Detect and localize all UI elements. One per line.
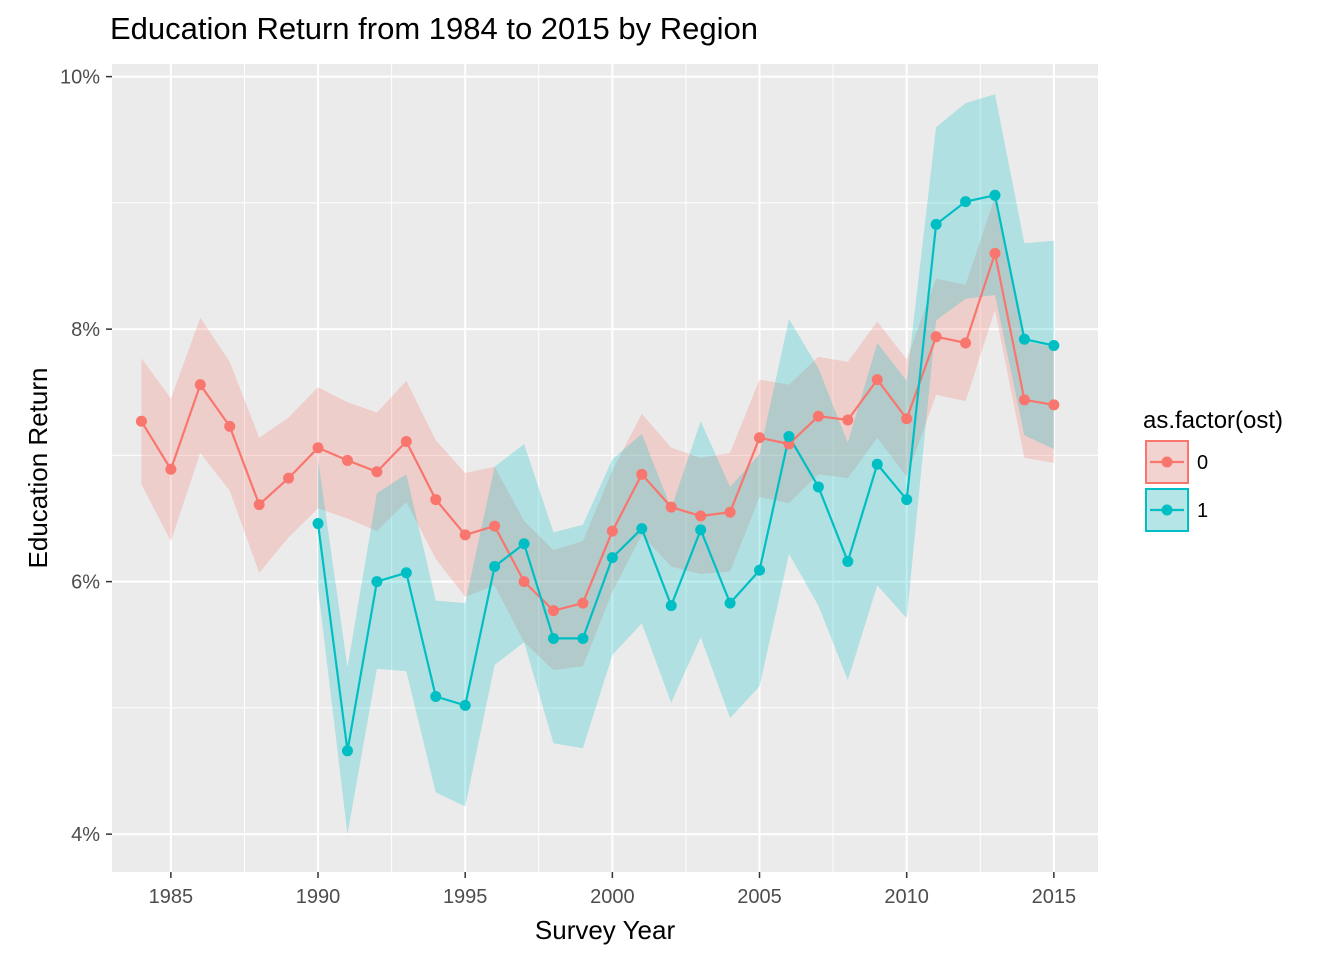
grid-minor bbox=[112, 64, 1098, 872]
point-series-0 bbox=[253, 499, 265, 511]
legend-label: 1 bbox=[1197, 500, 1208, 522]
point-series-1 bbox=[901, 494, 913, 506]
point-series-1 bbox=[783, 430, 795, 442]
point-series-0 bbox=[636, 468, 648, 480]
point-series-0 bbox=[1048, 399, 1060, 411]
point-series-0 bbox=[135, 415, 147, 427]
point-series-0 bbox=[989, 247, 1001, 259]
x-tick-label: 1985 bbox=[149, 886, 194, 908]
x-axis-title: Survey Year bbox=[535, 915, 676, 945]
x-tick-label: 2000 bbox=[590, 886, 635, 908]
point-series-0 bbox=[606, 525, 618, 537]
y-axis-title: Education Return bbox=[23, 368, 53, 569]
line-series-0 bbox=[140, 249, 1055, 612]
chart-title: Education Return from 1984 to 2015 by Re… bbox=[110, 11, 758, 46]
point-series-0 bbox=[783, 438, 795, 450]
x-tick-label: 1990 bbox=[296, 886, 341, 908]
plot-panel bbox=[112, 64, 1098, 872]
x-tick-label: 2015 bbox=[1032, 886, 1077, 908]
y-tick-label: 6% bbox=[71, 572, 100, 594]
point-series-0 bbox=[960, 337, 972, 349]
series-points bbox=[135, 189, 1060, 757]
point-series-1 bbox=[371, 576, 383, 588]
point-series-0 bbox=[341, 454, 353, 466]
point-series-0 bbox=[754, 432, 766, 444]
point-series-1 bbox=[547, 632, 559, 644]
point-series-0 bbox=[165, 463, 177, 475]
point-series-1 bbox=[400, 567, 412, 579]
x-tick-label: 2010 bbox=[884, 886, 929, 908]
point-series-1 bbox=[930, 218, 942, 230]
point-series-0 bbox=[930, 331, 942, 343]
legend-title: as.factor(ost) bbox=[1143, 407, 1283, 434]
point-series-0 bbox=[695, 510, 707, 522]
legend-key-point bbox=[1161, 456, 1173, 468]
point-series-0 bbox=[724, 506, 736, 518]
point-series-1 bbox=[341, 745, 353, 757]
y-tick-label: 10% bbox=[60, 67, 100, 89]
point-series-0 bbox=[400, 435, 412, 447]
point-series-1 bbox=[754, 564, 766, 576]
point-series-0 bbox=[665, 501, 677, 513]
point-series-0 bbox=[1018, 394, 1030, 406]
point-series-0 bbox=[430, 494, 442, 506]
confidence-ribbons bbox=[141, 94, 1054, 835]
point-series-1 bbox=[1048, 340, 1060, 352]
y-tick-label: 8% bbox=[71, 319, 100, 341]
point-series-1 bbox=[1018, 333, 1030, 345]
point-series-1 bbox=[665, 600, 677, 612]
y-tick-label: 4% bbox=[71, 824, 100, 846]
point-series-1 bbox=[724, 597, 736, 609]
point-series-1 bbox=[960, 196, 972, 208]
point-series-0 bbox=[371, 466, 383, 478]
point-series-1 bbox=[606, 552, 618, 564]
point-series-1 bbox=[518, 538, 530, 550]
point-series-1 bbox=[636, 523, 648, 535]
point-series-0 bbox=[842, 414, 854, 426]
x-tick-label: 1995 bbox=[443, 886, 488, 908]
point-series-1 bbox=[430, 691, 442, 703]
legend: as.factor(ost) 0 1 bbox=[1143, 407, 1283, 532]
x-tick-label: 2005 bbox=[737, 886, 782, 908]
x-axis: 1985 1990 1995 2000 2005 2010 2015 bbox=[149, 872, 1076, 908]
point-series-1 bbox=[989, 189, 1001, 201]
point-series-1 bbox=[812, 481, 824, 493]
point-series-0 bbox=[901, 413, 913, 425]
point-series-0 bbox=[577, 597, 589, 609]
point-series-0 bbox=[283, 472, 295, 484]
ribbon-series-0 bbox=[141, 196, 1054, 670]
point-series-1 bbox=[695, 524, 707, 536]
point-series-0 bbox=[547, 605, 559, 617]
point-series-0 bbox=[489, 520, 501, 532]
legend-label: 0 bbox=[1197, 452, 1208, 474]
point-series-0 bbox=[871, 374, 883, 386]
point-series-0 bbox=[518, 576, 530, 588]
legend-key-point bbox=[1161, 504, 1173, 516]
point-series-0 bbox=[224, 420, 236, 432]
point-series-1 bbox=[842, 555, 854, 567]
point-series-0 bbox=[312, 442, 324, 454]
point-series-1 bbox=[459, 699, 471, 711]
point-series-1 bbox=[871, 458, 883, 470]
point-series-1 bbox=[489, 560, 501, 572]
point-series-0 bbox=[459, 529, 471, 541]
point-series-0 bbox=[194, 379, 206, 391]
ribbon-series-1 bbox=[318, 94, 1054, 835]
point-series-0 bbox=[812, 410, 824, 422]
point-series-1 bbox=[577, 632, 589, 644]
y-axis: 4% 6% 8% 10% bbox=[60, 67, 112, 846]
point-series-1 bbox=[312, 518, 324, 530]
